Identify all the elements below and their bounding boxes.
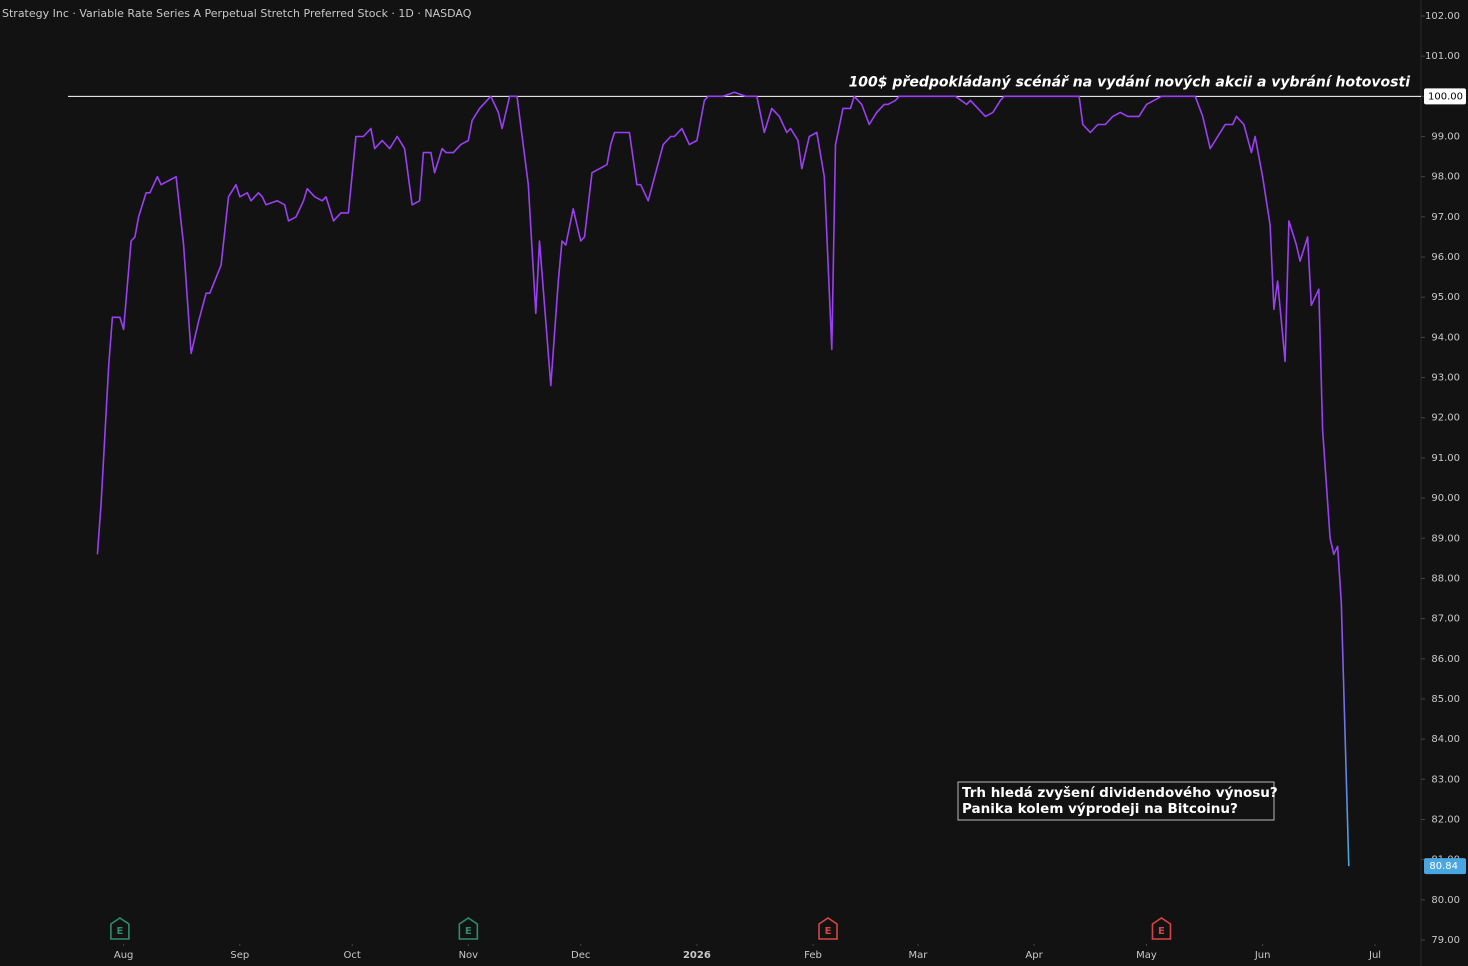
y-tick-label: 95.00: [1431, 292, 1460, 303]
y-tick-label: 94.00: [1431, 332, 1460, 343]
y-tick-label: 88.00: [1431, 573, 1460, 584]
last-price-tag: [1424, 858, 1466, 875]
note-text: Trh hledá zvyšení dividendového výnosu?: [962, 785, 1278, 801]
earnings-icon: [110, 917, 130, 940]
earnings-icon: [458, 917, 479, 940]
y-tick-label: 100.00: [1428, 91, 1463, 102]
y-tick-label: 90.00: [1431, 493, 1460, 504]
earnings-label: E: [465, 926, 472, 937]
x-tick-label: Aug: [114, 950, 134, 961]
x-tick-label: Oct: [344, 950, 361, 961]
y-tick-label: 85.00: [1431, 694, 1460, 705]
note-text: Panika kolem výprodeji na Bitcoinu?: [962, 801, 1238, 817]
x-tick-label: Nov: [459, 950, 479, 961]
earnings-label: E: [116, 926, 123, 937]
y-tick-label: 91.00: [1431, 453, 1460, 464]
y-tick-label: 92.00: [1431, 413, 1460, 424]
x-tick-label: Jul: [1368, 950, 1381, 961]
earnings-icon: [1151, 917, 1172, 940]
y-tick-label: 79.00: [1431, 935, 1460, 946]
last-price-label: 80.84: [1429, 861, 1458, 872]
x-tick-label: Jun: [1254, 950, 1271, 961]
x-tick-label: 2026: [683, 950, 711, 961]
x-tick-label: Feb: [804, 950, 822, 961]
y-tick-label: 87.00: [1431, 614, 1460, 625]
y-tick-label: 86.00: [1431, 654, 1460, 665]
x-tick-label: Apr: [1025, 950, 1043, 961]
x-tick-label: May: [1136, 950, 1157, 961]
x-tick-label: Mar: [909, 950, 929, 961]
y-tick-label: 96.00: [1431, 252, 1460, 263]
y-tick-label: 89.00: [1431, 533, 1460, 544]
y-tick-label: 97.00: [1431, 212, 1460, 223]
earnings-label: E: [825, 926, 832, 937]
y-tick-highlight: [1424, 88, 1466, 105]
earnings-icon: [818, 917, 838, 940]
y-tick-label: 99.00: [1431, 132, 1460, 143]
y-tick-label: 84.00: [1431, 734, 1460, 745]
y-tick-label: 102.00: [1425, 11, 1460, 22]
y-tick-label: 93.00: [1431, 373, 1460, 384]
y-tick-label: 101.00: [1425, 51, 1460, 62]
y-tick-label: 98.00: [1431, 172, 1460, 183]
y-tick-label: 82.00: [1431, 814, 1460, 825]
note-box: [957, 781, 1275, 821]
y-tick-label: 83.00: [1431, 774, 1460, 785]
chart-title: Strategy Inc · Variable Rate Series A Pe…: [2, 7, 472, 20]
y-tick-label: 80.00: [1431, 895, 1460, 906]
earnings-label: E: [1158, 926, 1165, 937]
x-tick-label: Sep: [230, 950, 249, 961]
price-line: [96, 91, 1350, 867]
x-tick-label: Dec: [571, 950, 590, 961]
level-label: 100$ předpokládaný scénář na vydání nový…: [849, 74, 1411, 90]
